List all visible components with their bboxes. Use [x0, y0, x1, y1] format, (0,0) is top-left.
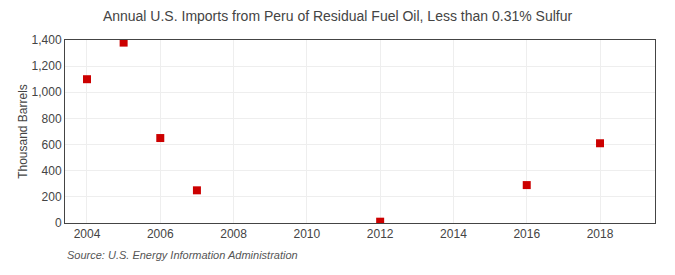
svg-text:200: 200	[42, 190, 62, 204]
svg-text:800: 800	[42, 112, 62, 126]
svg-text:2018: 2018	[587, 227, 614, 241]
svg-text:600: 600	[42, 138, 62, 152]
svg-text:1,000: 1,000	[32, 85, 62, 99]
svg-text:400: 400	[42, 164, 62, 178]
svg-text:2008: 2008	[220, 227, 247, 241]
svg-text:Source: U.S. Energy Informatio: Source: U.S. Energy Information Administ…	[67, 249, 298, 261]
svg-text:1,200: 1,200	[32, 59, 62, 73]
svg-text:Thousand Barrels: Thousand Barrels	[16, 84, 30, 179]
svg-text:2014: 2014	[440, 227, 467, 241]
svg-text:Annual U.S. Imports from Peru: Annual U.S. Imports from Peru of Residua…	[103, 8, 573, 24]
svg-text:2012: 2012	[367, 227, 394, 241]
svg-text:2006: 2006	[147, 227, 174, 241]
svg-text:1,400: 1,400	[32, 33, 62, 47]
svg-text:2010: 2010	[294, 227, 321, 241]
svg-text:2004: 2004	[74, 227, 101, 241]
svg-text:2016: 2016	[513, 227, 540, 241]
svg-text:0: 0	[55, 216, 62, 230]
